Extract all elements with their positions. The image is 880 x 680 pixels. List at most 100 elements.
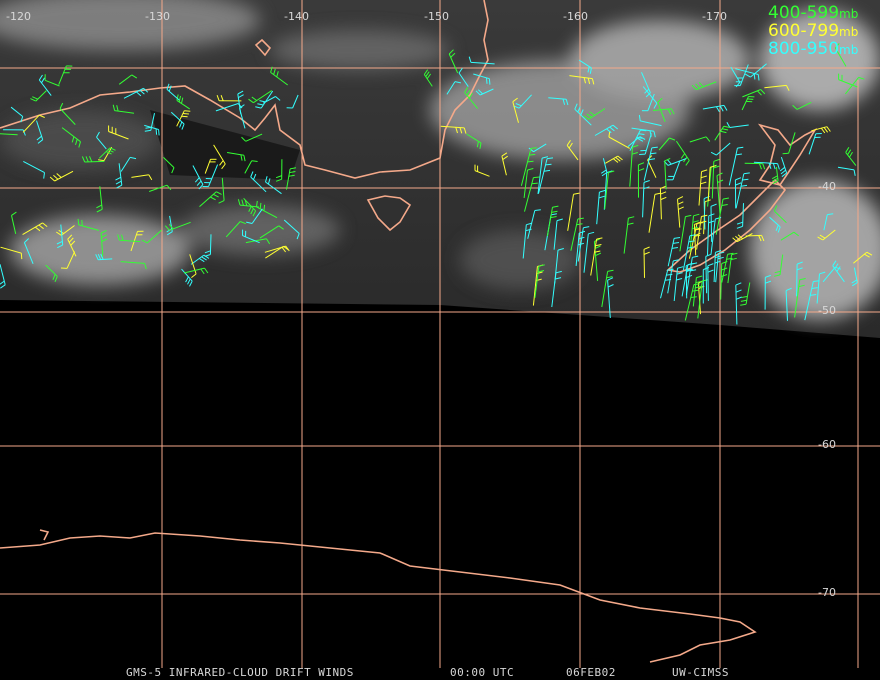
wind-barb-feather [702,279,709,282]
wind-barb-feather [574,103,578,110]
wind-barb-feather [131,74,138,79]
wind-barb-feather [726,121,731,128]
wind-barb [796,264,798,297]
wind-barb-feather [557,248,564,251]
wind-barb-feather [463,127,467,134]
wind-barb-feather [607,284,614,288]
wind-barb-feather [691,84,697,90]
wind-barb [44,79,60,87]
wind-barb-feather [278,225,284,230]
wind-barb-feather [455,127,458,134]
wind-barb-feather [607,269,614,272]
wind-barb-feather [718,251,725,255]
wind-barb [816,273,820,304]
wind-barb-feather [251,160,258,162]
wind-barb-feather [666,159,672,165]
wind-barb-feather [95,254,99,261]
wind-barb-feather [275,96,281,101]
wind-barb-feather [777,163,780,170]
wind-barb-feather [742,178,749,181]
wind-barb [149,184,168,192]
wind-barb-feather [56,173,62,178]
wind-barb-feather [218,200,225,204]
wind-barb-feather [687,246,694,249]
wind-barb-feather [281,246,287,253]
wind-barb-feather [827,213,834,216]
wind-barb-feather [98,159,105,162]
wind-barb-feather [715,250,722,253]
wind-barb-feather [240,221,246,225]
wind-barb [643,249,645,278]
legend-range: 400-599 [768,3,839,23]
wind-barb-feather [690,269,697,272]
wind-barb-feather [459,127,463,134]
wind-barb-feather [660,191,667,195]
wind-barb-feather [692,220,699,223]
wind-barb-feather [723,125,730,128]
wind-barb-feather [765,280,772,284]
wind-barb [163,157,175,168]
wind-barb-feather [588,231,595,235]
footer-product: GMS-5 INFRARED-CLOUD DRIFT WINDS [126,666,354,679]
wind-barb-feather [185,276,189,283]
wind-barb [146,229,162,244]
wind-barb-feather [694,221,701,225]
wind-barb-feather [38,224,44,230]
wind-barb [679,216,686,252]
wind-barb-feather [688,240,695,243]
wind-barb-feather [726,257,733,260]
wind-barb-feather [589,111,595,116]
wind-barb-feather [640,129,647,132]
wind-barb-feather [696,275,703,279]
wind-barb [834,47,847,67]
wind-barb [794,279,801,318]
wind-barb-feather [54,276,58,282]
wind-barb [750,63,767,78]
wind-barb-feather [772,163,776,170]
wind-barb-feather [238,94,244,99]
wind-barb-feather [774,270,781,274]
wind-barb-feather [251,96,257,101]
wind-barb-feather [721,274,728,277]
wind-barb-feather [583,77,586,84]
wind-barb-feather [777,226,781,233]
wind-barb-feather [768,162,772,169]
wind-barb [780,231,795,241]
wind-barb [647,159,657,178]
wind-barb-feather [555,277,562,280]
wind-barb-feather [573,192,580,195]
wind-barb [716,142,731,156]
wind-barb-feather [798,284,805,288]
wind-barb-feather [477,89,483,95]
wind-barb-feather [736,221,743,225]
wind-barb-feather [780,169,787,175]
wind-barb-feather [530,147,537,149]
wind-barb-feather [204,250,211,254]
wind-barb-feather [834,263,839,269]
latitude-label: -40 [818,180,836,193]
wind-barb-feather [155,128,158,135]
wind-barb-feather [817,236,824,241]
wind-barb-feather [779,166,786,172]
wind-barb-feather [43,172,45,179]
wind-barb-feather [49,176,55,182]
wind-barb-feather [273,68,276,75]
wind-barb-feather [248,98,254,104]
wind-barb-feather [288,174,295,177]
wind-barb-feather [587,66,590,73]
footer-date: 06FEB02 [566,666,616,679]
wind-barb-feather [531,182,538,185]
wind-barb-feather [820,127,826,134]
latitude-label: -70 [818,586,836,599]
wind-barb-feather [257,103,264,106]
wind-barb [553,220,558,250]
wind-barb-feather [852,282,858,287]
wind-barb-feather [686,268,693,273]
wind-barb-feather [144,263,147,270]
wind-barb-feather [628,216,635,219]
latitude-label: -50 [818,304,836,317]
wind-barb-feather [100,253,104,260]
wind-barb-feather [589,67,592,74]
wind-barb-feather [22,129,26,136]
wind-barb-feather [677,201,684,205]
